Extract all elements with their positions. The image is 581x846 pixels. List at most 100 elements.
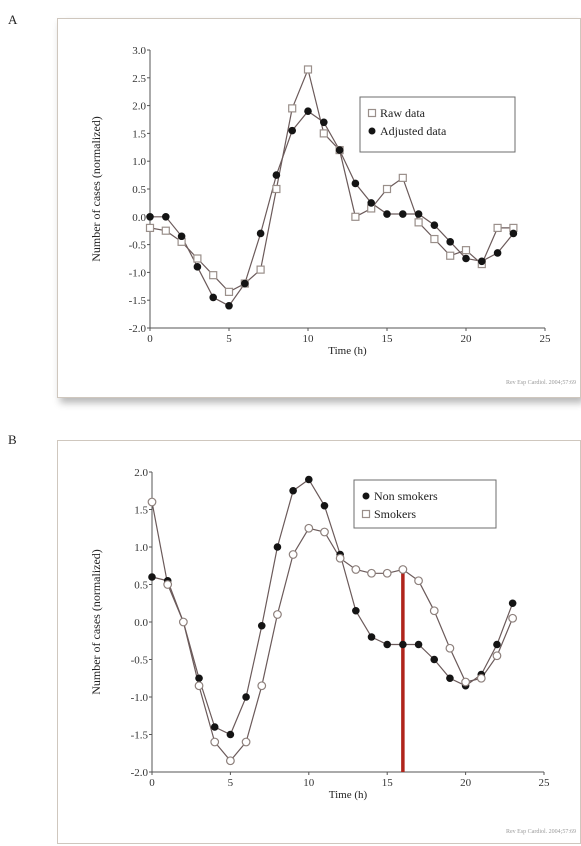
x-tick-label: 10 — [303, 333, 315, 345]
x-tick-label: 10 — [303, 777, 315, 789]
panel-label-b: B — [8, 432, 17, 447]
series-line-1 — [150, 110, 514, 307]
y-tick-label: 2.0 — [132, 101, 146, 113]
chart-frame-b: 2.0 1.5 1.0 0.5 0.0 -0.5 -1.0 -1.5 -2.0 0 5 10 15 20 2… — [57, 440, 581, 844]
credit-text: Rev Esp Cardiol. 2004;57:69 — [506, 829, 576, 835]
data-point-0 — [272, 184, 281, 194]
series-line-1 — [151, 501, 514, 762]
y-tick-label: -2.0 — [131, 767, 149, 779]
chart-frame-a: 3.0 2.5 2.0 1.5 1.0 0.5 0.0 -0.5 -1.0 -1.5 -2.0 0 5 1… — [57, 18, 581, 398]
data-point-1 — [288, 126, 296, 135]
data-point-1 — [320, 118, 328, 127]
y-tick-label: -1.5 — [131, 730, 149, 742]
data-point-1 — [382, 568, 392, 578]
x-tick-label: 25 — [540, 333, 552, 345]
data-point-1 — [146, 213, 154, 221]
x-tick-label: 15 — [382, 333, 394, 345]
data-point-0 — [256, 265, 265, 274]
x-tick-label: 0 — [147, 333, 153, 345]
data-point-0 — [493, 640, 501, 649]
data-point-1 — [461, 677, 471, 687]
data-point-1 — [163, 580, 173, 589]
data-point-1 — [509, 229, 518, 238]
legend-label-1: Smokers — [374, 507, 416, 521]
data-point-1 — [476, 673, 486, 683]
x-tick-label: 5 — [226, 333, 232, 345]
data-point-1 — [178, 617, 188, 627]
data-point-1 — [335, 146, 344, 154]
data-point-1 — [462, 254, 470, 263]
data-point-1 — [241, 737, 251, 747]
y-tick-label: 0.0 — [134, 617, 148, 629]
y-tick-label: 0.5 — [134, 580, 148, 592]
data-point-1 — [194, 681, 204, 691]
x-tick-label: 0 — [149, 777, 155, 789]
x-tick-label: 20 — [460, 777, 472, 789]
data-point-1 — [209, 293, 217, 302]
data-point-0 — [430, 655, 439, 664]
data-point-0 — [242, 693, 250, 701]
y-tick-label: -1.0 — [129, 267, 147, 279]
credit-text: Rev Esp Cardiol. 2004;57:69 — [506, 380, 576, 386]
legend-label-0: Raw data — [380, 106, 426, 120]
data-point-1 — [367, 568, 376, 578]
data-point-0 — [382, 184, 392, 194]
data-point-1 — [493, 249, 502, 257]
x-tick-label: 25 — [539, 777, 551, 789]
data-point-1 — [446, 238, 455, 246]
legend-marker-1 — [368, 127, 376, 135]
y-tick-label: -0.5 — [129, 240, 147, 252]
legend-marker-0 — [367, 108, 377, 118]
data-point-1 — [304, 107, 312, 115]
data-point-1 — [492, 651, 502, 661]
data-point-0 — [399, 640, 407, 649]
data-point-1 — [147, 497, 157, 507]
data-point-1 — [256, 229, 265, 238]
y-tick-label: 1.5 — [132, 128, 146, 140]
data-point-1 — [383, 210, 391, 218]
data-point-1 — [272, 171, 281, 179]
data-point-0 — [319, 129, 328, 138]
data-point-1 — [367, 199, 376, 207]
data-point-1 — [399, 210, 407, 218]
data-point-1 — [210, 737, 220, 747]
data-point-0 — [226, 730, 235, 739]
data-point-1 — [273, 610, 282, 619]
data-point-1 — [288, 550, 298, 559]
data-point-1 — [320, 527, 329, 537]
legend-marker-0 — [362, 492, 370, 500]
chart-b: 2.0 1.5 1.0 0.5 0.0 -0.5 -1.0 -1.5 -2.00 5 10 15 20 2… — [89, 467, 576, 835]
data-point-0 — [145, 223, 155, 233]
data-point-0 — [289, 486, 297, 495]
data-point-0 — [351, 212, 360, 221]
y-tick-label: 1.0 — [132, 156, 146, 168]
y-tick-label: -1.0 — [131, 692, 149, 704]
data-point-0 — [367, 633, 376, 641]
data-point-0 — [461, 246, 471, 255]
data-point-1 — [304, 523, 314, 533]
y-tick-label: -2.0 — [129, 323, 147, 335]
chart-a: 3.0 2.5 2.0 1.5 1.0 0.5 0.0 -0.5 -1.0 -1.5 -2.00 5 1… — [89, 45, 576, 386]
data-point-0 — [210, 723, 219, 731]
data-point-0 — [148, 573, 156, 581]
data-point-0 — [446, 674, 454, 683]
y-tick-label: 0.5 — [132, 184, 146, 196]
data-point-0 — [430, 234, 439, 244]
panel-label-a: A — [8, 12, 18, 27]
data-point-0 — [508, 599, 517, 608]
data-point-1 — [478, 257, 486, 266]
y-tick-label: 1.0 — [134, 542, 148, 554]
data-point-0 — [288, 104, 297, 113]
data-point-1 — [445, 643, 455, 653]
x-axis-label: Time (h) — [329, 789, 368, 801]
x-tick-label: 5 — [228, 777, 234, 789]
data-point-0 — [273, 543, 282, 551]
data-point-0 — [383, 640, 392, 649]
legend-label-1: Adjusted data — [380, 124, 447, 138]
data-point-0 — [446, 251, 455, 260]
data-point-1 — [177, 232, 186, 241]
data-point-1 — [351, 565, 361, 574]
x-tick-label: 15 — [382, 777, 394, 789]
data-point-0 — [209, 271, 218, 280]
y-axis-label: Number of cases (normalized) — [89, 116, 103, 262]
